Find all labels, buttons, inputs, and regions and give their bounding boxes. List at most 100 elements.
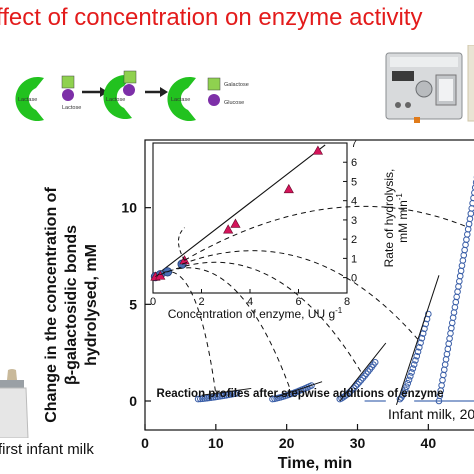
- reaction-point: [410, 361, 418, 368]
- reaction-point: [440, 371, 447, 379]
- reaction-point: [461, 246, 468, 254]
- dashed-connector: [184, 205, 468, 261]
- reaction-point: [451, 304, 459, 311]
- reaction-point: [459, 257, 467, 264]
- inset-triangle-point: [230, 218, 241, 228]
- reaction-point: [445, 340, 452, 348]
- reaction-point: [453, 293, 460, 301]
- reaction-point: [414, 348, 422, 356]
- y-tick-label: 10: [121, 200, 137, 216]
- x-tick-label: 10: [208, 435, 224, 451]
- reaction-point: [455, 283, 462, 290]
- bound-glucose-circle: [123, 84, 135, 96]
- reaction-profiles-annotation: Reaction profiles after stepwise additio…: [157, 388, 444, 400]
- baby-bottle-icon: [0, 369, 29, 438]
- reaction-point: [448, 319, 456, 327]
- x-tick-label: 30: [350, 435, 366, 451]
- inset-y-tick-label: 3: [351, 215, 357, 227]
- y-tick-label: 0: [129, 393, 137, 409]
- inset-y-tick-label: 0: [351, 273, 357, 285]
- glucose-label: Glucose: [224, 100, 244, 106]
- inset-y-tick-label: 7: [351, 138, 357, 150]
- dashed-connector: [160, 267, 291, 390]
- reaction-point: [468, 205, 474, 212]
- enzyme-substrate-complex: [103, 75, 132, 120]
- reaction-point: [417, 339, 424, 347]
- reaction-point: [207, 394, 215, 401]
- dashed-connectors: [155, 205, 468, 395]
- inset-y-axis-title-line1: Rate of hydrolysis,: [382, 169, 396, 268]
- fitted-slope-line: [201, 387, 252, 396]
- inset-x-tick-label: 6: [295, 296, 301, 308]
- y-label-line-3: hydrolysed, mM: [83, 244, 100, 366]
- reaction-point: [439, 376, 446, 384]
- instrument-knob: [415, 80, 433, 98]
- reaction-point: [454, 288, 461, 295]
- reaction-point: [408, 369, 415, 376]
- inset-y-tick-label: 1: [351, 253, 357, 265]
- inset-dashed-loop: [177, 227, 185, 261]
- reaction-point: [450, 309, 458, 316]
- lactase-label: Lactase: [18, 97, 37, 103]
- y-tick-label: 5: [129, 296, 137, 312]
- inset-x-tick-label: 8: [344, 296, 350, 308]
- main-y-axis-label: Change in the concentration of β-galacto…: [43, 187, 100, 423]
- dashed-connector: [167, 261, 362, 373]
- reaction-point: [196, 395, 204, 403]
- product-glucose-circle: [208, 94, 220, 106]
- enzyme-released: [167, 77, 196, 121]
- y-label-line-2: β-galactosidic bonds: [63, 225, 80, 385]
- inset-y-tick-label: 4: [351, 196, 357, 208]
- reaction-point: [357, 376, 365, 384]
- reaction-point: [457, 267, 465, 275]
- dashed-connector: [181, 250, 419, 340]
- reaction-point: [443, 350, 451, 358]
- inset-x-tick-label: 2: [198, 296, 204, 308]
- y-label-line-1: Change in the concentration of: [43, 187, 60, 423]
- inset-fit-line: [152, 144, 326, 279]
- reaction-point: [456, 272, 464, 280]
- reaction-point: [462, 241, 469, 249]
- inset-triangle-point: [223, 224, 234, 234]
- enzyme-lactase-free: [15, 77, 44, 121]
- x-tick-label: 0: [141, 435, 149, 451]
- reaction-point: [404, 380, 412, 387]
- reaction-point: [463, 236, 470, 243]
- infant-milk-label: Infant milk, 20: [388, 406, 474, 422]
- reaction-point: [350, 384, 358, 392]
- reaction-point: [463, 231, 471, 238]
- reaction-point: [448, 324, 455, 332]
- reaction-point: [409, 365, 417, 372]
- instrument-display: [392, 71, 414, 81]
- reaction-point: [413, 352, 421, 360]
- x-tick-label: 40: [421, 435, 437, 451]
- reaction-point: [456, 277, 463, 285]
- inset-x-tick-label: 4: [247, 296, 253, 308]
- reaction-point: [467, 210, 474, 217]
- reaction-point: [407, 372, 414, 380]
- lactose-label: Lactose: [62, 105, 81, 111]
- reaction-point: [308, 382, 315, 389]
- product-galactose-square: [207, 77, 221, 91]
- bound-galactose-square: [123, 70, 137, 84]
- x-axis-title: Time, min: [278, 455, 352, 472]
- reaction-point: [472, 179, 474, 185]
- inset-y-tick-label: 5: [351, 176, 357, 188]
- reaction-point: [440, 366, 448, 374]
- arrow-head-2: [160, 87, 168, 97]
- reaction-point: [458, 262, 466, 269]
- x-tick-label: 20: [279, 435, 295, 451]
- reaction-point: [471, 184, 474, 191]
- inset-y-axis-title-group: Rate of hydrolysis, mM min-1: [382, 169, 410, 268]
- reaction-point: [425, 310, 432, 318]
- reaction-point: [449, 314, 457, 322]
- reaction-point: [444, 345, 452, 353]
- inset-triangle-point: [312, 145, 324, 155]
- reaction-point: [359, 374, 367, 382]
- reaction-point: [442, 356, 450, 363]
- reaction-point: [401, 386, 409, 394]
- galactose-square: [61, 75, 75, 89]
- reaction-point: [464, 225, 472, 233]
